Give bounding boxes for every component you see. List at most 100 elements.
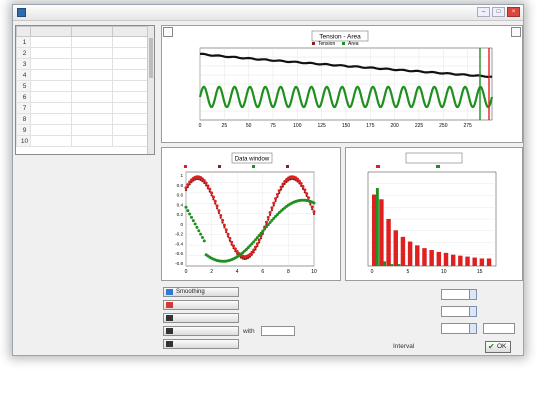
table-row[interactable]: 1 — [16, 36, 154, 48]
table-row[interactable]: 7 — [16, 102, 154, 114]
row-index[interactable]: 4 — [16, 69, 31, 81]
row-index[interactable]: 8 — [16, 113, 31, 125]
table-header-tension[interactable] — [71, 26, 113, 37]
table-row[interactable]: 6 — [16, 91, 154, 103]
table-header-time[interactable] — [30, 26, 72, 37]
table-cell[interactable] — [30, 102, 72, 114]
table-cell[interactable] — [71, 47, 113, 59]
red-data-point — [235, 250, 239, 254]
bar-plot: 0 5 10 15 — [367, 152, 497, 275]
darkred-data-point — [223, 226, 226, 229]
minimize-button[interactable]: – — [477, 7, 490, 17]
table-cell[interactable] — [30, 124, 72, 136]
red-data-point — [266, 215, 270, 219]
table-cell[interactable] — [71, 69, 113, 81]
chart-settings-icon[interactable] — [511, 27, 521, 37]
table-cell[interactable] — [30, 135, 72, 147]
table-row[interactable]: 10 — [16, 135, 154, 147]
darkred-data-point — [226, 235, 230, 238]
close-button[interactable]: × — [507, 7, 520, 17]
darkred-data-point — [241, 257, 244, 260]
table-row[interactable]: 2 — [16, 47, 154, 59]
plot-area — [185, 171, 315, 267]
data-table[interactable]: 1 2 3 4 5 6 7 8 9 10 — [15, 25, 155, 155]
table-cell[interactable] — [71, 91, 113, 103]
row-index[interactable]: 3 — [16, 58, 31, 70]
x-tick-label: 100 — [293, 123, 302, 129]
table-row[interactable]: 8 — [16, 113, 154, 125]
ok-button[interactable]: ✔ OK — [485, 341, 511, 353]
red-data-point — [264, 220, 268, 224]
smoothing-button[interactable]: Smoothing — [163, 287, 239, 297]
form-field-1-spinner[interactable] — [469, 289, 477, 300]
button-4[interactable] — [163, 326, 239, 336]
red-data-point — [221, 218, 225, 222]
row-index[interactable]: 6 — [16, 91, 31, 103]
table-cell[interactable] — [71, 36, 113, 48]
y-left-tick-label: 0.4 — [177, 202, 184, 207]
button-3[interactable] — [163, 313, 239, 323]
button-2[interactable] — [163, 300, 239, 310]
row-index[interactable]: 10 — [16, 135, 31, 147]
table-row[interactable]: 4 — [16, 69, 154, 81]
area-series — [198, 85, 494, 109]
red-data-point — [248, 252, 252, 256]
red-bar — [486, 258, 492, 266]
table-cell[interactable] — [30, 113, 72, 125]
table-scrollbar[interactable] — [147, 26, 154, 154]
green-data-point — [189, 215, 193, 219]
red-data-point — [275, 192, 279, 196]
red-data-point — [213, 199, 217, 203]
button-5[interactable] — [163, 339, 239, 349]
table-row[interactable]: 3 — [16, 58, 154, 70]
row-index[interactable]: 9 — [16, 124, 31, 136]
green-data-point — [266, 223, 270, 227]
table-cell[interactable] — [71, 113, 113, 125]
table-row[interactable]: 9 — [16, 124, 154, 136]
row-index[interactable]: 5 — [16, 80, 31, 92]
chart-tool-icon[interactable] — [163, 27, 173, 37]
table-header-index[interactable] — [16, 26, 31, 37]
form-field-2-spinner[interactable] — [469, 306, 477, 317]
red-data-point — [299, 182, 303, 186]
row-index[interactable]: 7 — [16, 102, 31, 114]
darkred-data-point — [259, 237, 263, 240]
table-cell[interactable] — [30, 58, 72, 70]
row-index[interactable]: 1 — [16, 36, 31, 48]
x-tick-label: 250 — [439, 123, 448, 129]
x-tick-label: 25 — [222, 123, 228, 129]
maximize-button[interactable]: □ — [492, 7, 505, 17]
table-cell[interactable] — [30, 36, 72, 48]
button-5-icon — [166, 341, 173, 347]
legend-swatch — [184, 165, 187, 168]
table-cell[interactable] — [71, 80, 113, 92]
green-data-point — [250, 242, 254, 246]
table-cell[interactable] — [71, 135, 113, 147]
table-cell[interactable] — [30, 80, 72, 92]
darkred-data-point — [228, 239, 231, 242]
red-data-point — [250, 250, 254, 254]
red-bar — [429, 250, 434, 266]
table-row[interactable]: 5 — [16, 80, 154, 92]
y-left-tick-label: -0.8 — [175, 261, 183, 266]
table-cell[interactable] — [71, 58, 113, 70]
table-cell[interactable] — [30, 69, 72, 81]
form-field-4[interactable] — [483, 323, 515, 334]
row-index[interactable]: 2 — [16, 47, 31, 59]
table-cell[interactable] — [71, 124, 113, 136]
with-field[interactable] — [261, 326, 295, 336]
darkred-data-point — [254, 248, 257, 251]
table-scrollbar-thumb[interactable] — [149, 38, 153, 78]
red-data-point — [272, 201, 276, 205]
data-window-chart: Data window 0 2 4 6 8 10 1 0.8 0.6 0.4 0.2 0 -0.2 -0.4… — [161, 147, 341, 281]
table-cell[interactable] — [30, 47, 72, 59]
darkred-data-point — [210, 194, 213, 197]
parameter-panel — [15, 219, 155, 355]
table-cell[interactable] — [30, 91, 72, 103]
form-field-3-spinner[interactable] — [469, 323, 477, 334]
table-cell[interactable] — [71, 102, 113, 114]
darkred-data-point — [186, 185, 189, 189]
darkred-data-point — [305, 194, 308, 198]
x-tick-label: 10 — [441, 269, 447, 275]
green-bar — [375, 187, 379, 266]
